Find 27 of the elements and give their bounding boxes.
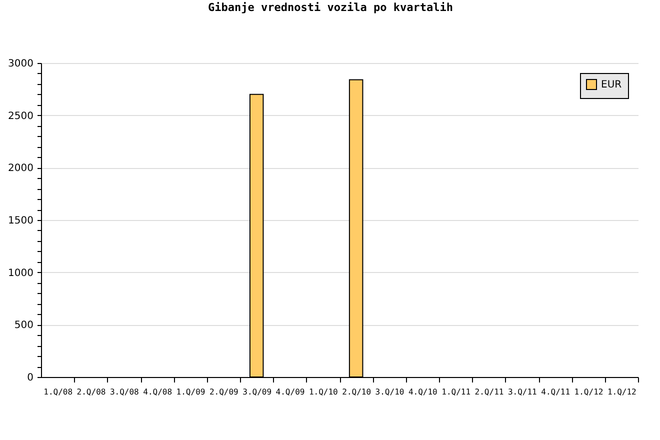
y-tick-label: 1000 xyxy=(8,268,34,279)
y-tick-label: 500 xyxy=(14,320,34,332)
x-tick-label: 3.Q/09 xyxy=(242,388,272,396)
x-tick-label: 4.Q/09 xyxy=(276,388,305,396)
x-tick-label: 3.Q/10 xyxy=(375,388,404,396)
x-tick-label: 1.Q/12 xyxy=(607,388,637,396)
x-tick-label: 4.Q/11 xyxy=(541,388,570,396)
x-tick-label: 2.Q/09 xyxy=(209,388,239,396)
x-tick-label: 1.Q/09 xyxy=(176,388,206,396)
x-tick-label: 3.Q/11 xyxy=(508,388,538,396)
chart-title: Gibanje vrednosti vozila po kvartalih xyxy=(208,1,454,14)
x-tick-label: 1.Q/12 xyxy=(574,388,604,396)
x-tick-label: 2.Q/10 xyxy=(342,388,372,396)
x-tick-label: 4.Q/08 xyxy=(143,388,172,396)
x-tick-label: 1.Q/11 xyxy=(442,388,471,396)
legend-label: EUR xyxy=(601,80,622,90)
x-tick-label: 1.Q/08 xyxy=(44,388,73,396)
y-tick-label: 1500 xyxy=(8,216,34,226)
x-tick-label: 2.Q/11 xyxy=(474,388,504,396)
y-tick-label: 0 xyxy=(27,372,34,384)
x-tick-label: 4.Q/10 xyxy=(408,388,438,396)
y-tick-label: 3000 xyxy=(8,58,34,70)
y-tick-label: 2500 xyxy=(8,110,34,122)
x-tick-label: 2.Q/08 xyxy=(76,388,106,396)
x-tick-label: 3.Q/08 xyxy=(110,388,140,396)
y-tick-label: 2000 xyxy=(8,163,34,174)
x-tick-label: 1.Q/10 xyxy=(308,388,338,396)
